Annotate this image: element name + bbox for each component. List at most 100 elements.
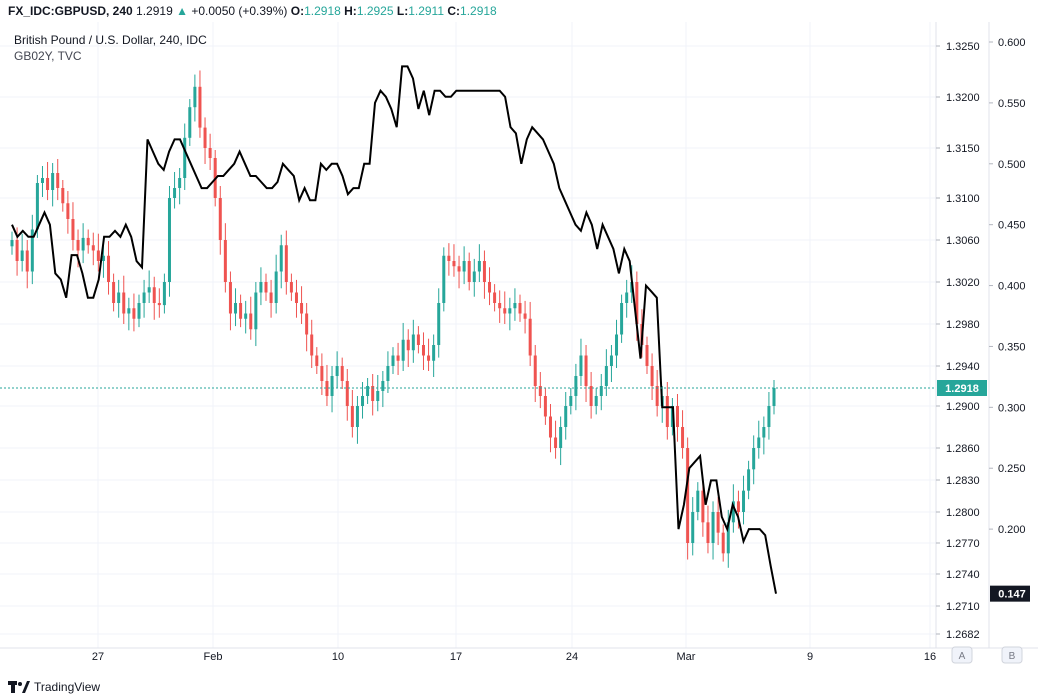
candle-body (442, 255, 446, 303)
close-value: 1.2918 (460, 4, 497, 18)
candle-body (533, 355, 537, 386)
candle-body (127, 308, 131, 314)
candle-body (574, 376, 578, 396)
candle-body (477, 261, 481, 272)
candle-body (320, 366, 324, 381)
candle-body (482, 261, 486, 282)
candle-body (675, 406, 679, 427)
candle-body (615, 334, 619, 356)
last-price-tag: 1.2918 (937, 380, 987, 396)
price-axis[interactable]: 1.3250 1.3200 1.3150 1.3100 1.3060 1.3020 1.29… (936, 41, 980, 641)
last-yield-tag-label: 0.147 (998, 589, 1026, 601)
candle-body (498, 303, 502, 309)
candle-body (152, 287, 156, 303)
time-axis[interactable]: 27 Feb 10 17 24 Mar 9 16 (92, 651, 936, 663)
candle-body (340, 366, 344, 381)
price-tick-label: 1.2940 (946, 361, 980, 373)
candle-body (493, 292, 497, 303)
price-tick-label: 1.3200 (946, 92, 980, 104)
tradingview-logo-icon (8, 680, 30, 694)
candle-body (305, 313, 309, 335)
candle-body (599, 386, 603, 396)
gb02y-line (11, 65, 777, 594)
candle-body (696, 490, 700, 512)
candle-body (167, 198, 171, 282)
candle-body (503, 308, 507, 314)
candle-body (711, 512, 715, 543)
open-value: 1.2918 (304, 4, 341, 18)
candle-body (513, 303, 517, 309)
change-value: +0.0050 (+0.39%) (191, 4, 288, 18)
candle-body (691, 512, 695, 543)
candle-body (686, 448, 690, 543)
last-price: 1.2919 (136, 4, 173, 18)
candle-body (269, 292, 273, 303)
candle-body (117, 292, 121, 303)
price-tick-label: 1.2980 (946, 319, 980, 331)
candle-body (518, 303, 522, 314)
candle-body (742, 490, 746, 512)
candle-body (731, 501, 735, 523)
candle-body (147, 287, 151, 293)
candle-body (71, 219, 75, 240)
candle-body (559, 427, 563, 448)
candle-body (66, 203, 70, 219)
candle-body (30, 229, 34, 272)
candle-body (604, 366, 608, 386)
candle-body (188, 107, 192, 138)
candle-body (122, 292, 126, 314)
candle-body (355, 406, 359, 427)
price-tick-label: 1.2900 (946, 401, 980, 413)
symbol-label[interactable]: FX_IDC:GBPUSD, 240 (8, 4, 133, 18)
candle-body (736, 501, 740, 512)
candle-body (548, 416, 552, 438)
candle-body (554, 437, 558, 448)
candle-body (218, 198, 222, 240)
high-label: H: (344, 4, 357, 18)
candle-body (142, 292, 146, 303)
candle-body (335, 366, 339, 376)
candle-body (76, 240, 80, 251)
candle-body (452, 261, 456, 267)
ohlc-header: FX_IDC:GBPUSD, 240 1.2919 ▲ +0.0050 (+0.… (0, 0, 1038, 22)
candle-body (234, 303, 238, 314)
candle-body (25, 250, 29, 272)
candle-body (223, 240, 227, 282)
candle-body (416, 334, 420, 345)
candle-body (411, 334, 415, 351)
candle-body (15, 240, 19, 261)
yield-axis[interactable]: 0.600 0.550 0.500 0.450 0.400 0.350 0.300 0.250… (989, 37, 1026, 536)
high-value: 1.2925 (356, 4, 394, 18)
scale-button-b[interactable]: B (1001, 646, 1023, 664)
candle-body (767, 406, 771, 427)
candle-body (183, 137, 187, 178)
candle-body (35, 183, 39, 230)
tradingview-brand[interactable]: TradingView (8, 678, 100, 696)
candle-body (366, 386, 370, 396)
time-tick-label: 10 (332, 651, 344, 663)
candle-body (726, 522, 730, 554)
candle-body (620, 303, 624, 335)
scale-button-a[interactable]: A (951, 646, 973, 664)
candle-body (472, 271, 476, 282)
candle-body (371, 386, 375, 401)
chart-legend: British Pound / U.S. Dollar, 240, IDC GB… (14, 32, 207, 64)
candle-body (625, 292, 629, 303)
candle-body (594, 396, 598, 406)
candle-body (162, 282, 166, 306)
candle-body (665, 396, 669, 427)
legend-main-series[interactable]: British Pound / U.S. Dollar, 240, IDC (14, 33, 207, 47)
candle-body (345, 381, 349, 406)
candle-body (244, 313, 248, 319)
candle-body (46, 178, 50, 190)
candles-layer (10, 70, 776, 568)
yield-tick-label: 0.250 (998, 463, 1026, 475)
candle-body (584, 355, 588, 386)
candle-body (137, 303, 141, 319)
candle-body (564, 406, 568, 427)
legend-overlay-series[interactable]: GB02Y, TVC (14, 49, 82, 63)
scale-button-a-label: A (959, 651, 966, 662)
price-tick-label: 1.2860 (946, 443, 980, 455)
time-tick-label: 9 (807, 651, 813, 663)
